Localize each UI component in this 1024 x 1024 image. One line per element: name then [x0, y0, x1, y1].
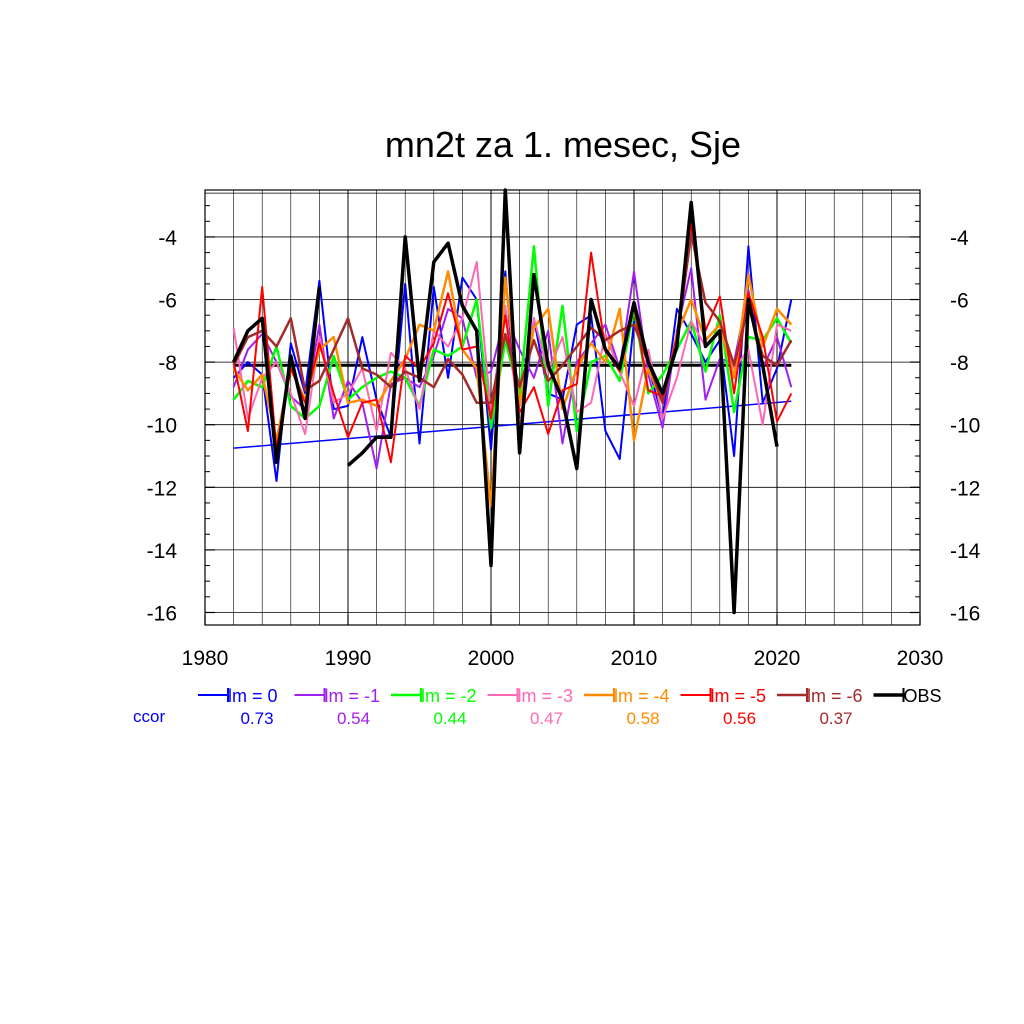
y-tick-label-right: -4: [950, 227, 969, 250]
legend-ccor-value: 0.56: [723, 709, 756, 728]
y-tick-label-left: -8: [158, 352, 177, 375]
x-tick-label: 1990: [325, 647, 372, 670]
plot-border: [204, 189, 921, 626]
legend-label: lm = -4: [614, 686, 670, 706]
legend-label: lm = -2: [421, 686, 477, 706]
legend-label: lm = -3: [518, 686, 574, 706]
legend-label: lm = -1: [325, 686, 381, 706]
series-group: [232, 188, 793, 615]
y-tick-label-left: -6: [158, 290, 177, 313]
chart-title: mn2t za 1. mesec, Sje: [385, 124, 741, 165]
y-tick-label-left: -16: [147, 602, 177, 625]
y-tick-label-right: -10: [950, 415, 980, 438]
y-tick-label-right: -6: [950, 290, 969, 313]
y-tick-label-left: -12: [147, 477, 177, 500]
legend-ccor-value: 0.37: [819, 709, 852, 728]
ccor-label: ccor: [133, 707, 165, 726]
legend-ccor-value: 0.47: [530, 709, 563, 728]
axis-ticks: 1980 1990 2000 2010 2020 2030 -4 -4 -6 -6 -8 -8 -10 -…: [147, 205, 981, 670]
legend-ccor-value: 0.44: [433, 709, 466, 728]
x-tick-label: 2030: [897, 647, 944, 670]
legend: lm = 0 0.73 lm = -1 0.54 lm = -2 0.44 lm = -3 0…: [198, 686, 942, 728]
legend-ccor-value: 0.58: [626, 709, 659, 728]
y-tick-label-left: -14: [147, 540, 178, 563]
y-tick-label-left: -10: [147, 415, 177, 438]
legend-label: lm = -5: [711, 686, 767, 706]
legend-label: OBS: [904, 686, 942, 706]
legend-label: lm = 0: [228, 686, 278, 706]
y-tick-label-right: -12: [950, 477, 980, 500]
x-tick-label: 1980: [182, 647, 229, 670]
legend-label: lm = -6: [807, 686, 863, 706]
series-line-obs: [232, 188, 779, 615]
x-tick-label: 2010: [611, 647, 658, 670]
y-tick-label-left: -4: [158, 227, 177, 250]
legend-ccor-value: 0.73: [240, 709, 273, 728]
legend-ccor-value: 0.54: [337, 709, 370, 728]
x-tick-label: 2000: [468, 647, 515, 670]
y-tick-label-right: -16: [950, 602, 980, 625]
y-tick-label-right: -8: [950, 352, 969, 375]
x-tick-label: 2020: [754, 647, 801, 670]
reference-line: [233, 400, 792, 449]
plot-frame: [204, 189, 921, 626]
y-tick-label-right: -14: [950, 540, 981, 563]
